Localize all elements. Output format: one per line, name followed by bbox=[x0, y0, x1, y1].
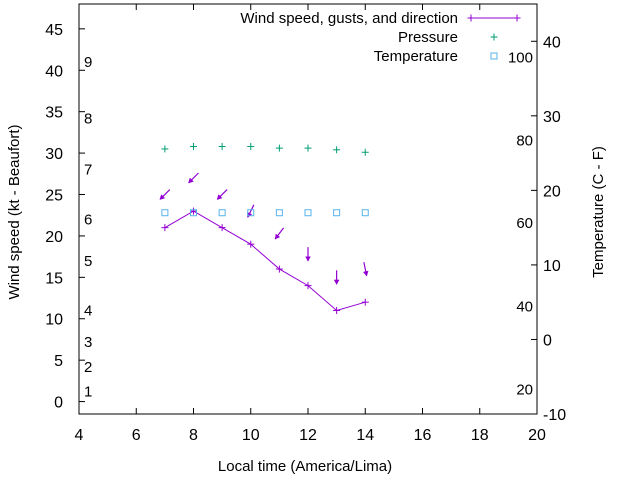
y-tick-label: 10 bbox=[45, 312, 63, 329]
legend-pressure-marker bbox=[490, 33, 498, 41]
temperature-point bbox=[361, 209, 369, 217]
beaufort-label: 5 bbox=[84, 253, 92, 270]
y-tick-label: 5 bbox=[54, 353, 63, 370]
temperature-point bbox=[333, 209, 341, 217]
wind-speed-point bbox=[190, 207, 197, 215]
wind-speed-point bbox=[247, 240, 255, 248]
y-tick-label: 25 bbox=[45, 188, 63, 205]
arrow-head bbox=[362, 270, 369, 277]
fahrenheit-label: 20 bbox=[516, 381, 533, 398]
temperature-point bbox=[275, 209, 283, 217]
y-tick-label: 0 bbox=[54, 395, 63, 412]
wind-direction-arrow bbox=[188, 172, 199, 184]
arrow-head bbox=[333, 279, 340, 285]
y2-tick-label: 0 bbox=[543, 332, 552, 349]
wind-direction-arrow bbox=[362, 262, 369, 277]
arrow-head bbox=[305, 256, 311, 262]
plot-frame bbox=[78, 3, 538, 415]
pressure-point bbox=[275, 144, 283, 152]
fahrenheit-label: 100 bbox=[508, 50, 533, 67]
y2-tick-label: 30 bbox=[543, 109, 561, 126]
wind-direction-arrow bbox=[274, 227, 285, 240]
x-tick-label: 16 bbox=[414, 427, 432, 444]
series-marks bbox=[159, 142, 369, 314]
wind-speed-line bbox=[164, 210, 366, 312]
temperature-point bbox=[161, 209, 169, 217]
x-tick-label: 12 bbox=[299, 427, 317, 444]
pressure-point bbox=[161, 145, 169, 153]
temperature-point bbox=[218, 209, 226, 217]
wind-direction-arrow bbox=[216, 189, 228, 200]
beaufort-label: 7 bbox=[84, 162, 92, 179]
x-tick-label: 4 bbox=[75, 427, 84, 444]
x-tick-label: 14 bbox=[356, 427, 374, 444]
x-axis-label: Local time (America/Lima) bbox=[218, 458, 392, 475]
wind-direction-arrow bbox=[305, 247, 311, 262]
y-tick-label: 45 bbox=[45, 22, 63, 39]
legend-wind-marker-right bbox=[513, 14, 521, 22]
wind-direction-arrow bbox=[159, 189, 171, 200]
beaufort-label: 1 bbox=[84, 384, 92, 401]
y2-tick-label: 20 bbox=[543, 183, 561, 200]
y-tick-label: 15 bbox=[45, 270, 63, 287]
y2-tick-label: 40 bbox=[543, 34, 561, 51]
arrow-head bbox=[188, 177, 194, 184]
legend-pressure-label: Pressure bbox=[398, 29, 458, 46]
beaufort-label: 3 bbox=[84, 334, 92, 351]
x-tick-label: 20 bbox=[528, 427, 546, 444]
pressure-point bbox=[333, 146, 341, 154]
y-tick-label: 20 bbox=[45, 229, 63, 246]
y2-axis-label: Temperature (C - F) bbox=[590, 146, 607, 278]
wind-speed-point bbox=[333, 306, 341, 314]
pressure-point bbox=[190, 142, 197, 150]
pressure-point bbox=[218, 142, 226, 150]
legend: Wind speed, gusts, and direction Pressure… bbox=[240, 10, 521, 65]
legend-temperature-label: Temperature bbox=[374, 48, 458, 65]
fahrenheit-label: 80 bbox=[516, 132, 533, 149]
x-tick-label: 10 bbox=[242, 427, 260, 444]
y2-tick-label: -10 bbox=[543, 407, 566, 424]
temperature-point bbox=[304, 209, 312, 217]
x-tick-label: 8 bbox=[189, 427, 198, 444]
beaufort-label: 4 bbox=[84, 302, 92, 319]
pressure-point bbox=[361, 148, 369, 156]
x-tick-label: 6 bbox=[132, 427, 141, 444]
wind-speed-point bbox=[161, 224, 169, 232]
x-tick-label: 18 bbox=[471, 427, 489, 444]
arrow-head bbox=[216, 194, 223, 200]
legend-wind-marker-left bbox=[467, 14, 475, 22]
pressure-point bbox=[304, 144, 312, 152]
arrow-head bbox=[159, 194, 166, 200]
y2-tick-label: 10 bbox=[543, 258, 561, 275]
temperature-point bbox=[247, 209, 255, 217]
temperature-point bbox=[190, 209, 197, 217]
beaufort-label: 2 bbox=[84, 359, 92, 376]
beaufort-label: 6 bbox=[84, 211, 92, 228]
beaufort-label: 9 bbox=[84, 54, 92, 71]
wind-direction-arrow bbox=[333, 270, 340, 285]
y-tick-label: 35 bbox=[45, 105, 63, 122]
beaufort-label: 8 bbox=[84, 110, 92, 127]
legend-temperature-marker bbox=[490, 52, 498, 60]
fahrenheit-label: 40 bbox=[516, 299, 533, 316]
axis-ticks: 4 6 8 10 12 14 16 18 20051015202530354045-100102… bbox=[45, 4, 566, 444]
y-tick-label: 30 bbox=[45, 146, 63, 163]
wind-speed-point bbox=[361, 298, 369, 306]
wind-speed-point bbox=[304, 282, 312, 290]
wind-speed-point bbox=[275, 265, 283, 273]
legend-wind-label: Wind speed, gusts, and direction bbox=[240, 10, 458, 27]
arrow-head bbox=[274, 233, 281, 240]
y-tick-label: 40 bbox=[45, 63, 63, 80]
wind-speed-point bbox=[218, 224, 226, 232]
pressure-point bbox=[247, 142, 255, 150]
y-axis-label: Wind speed (kt - Beaufort) bbox=[6, 124, 23, 299]
fahrenheit-label: 60 bbox=[516, 215, 533, 232]
